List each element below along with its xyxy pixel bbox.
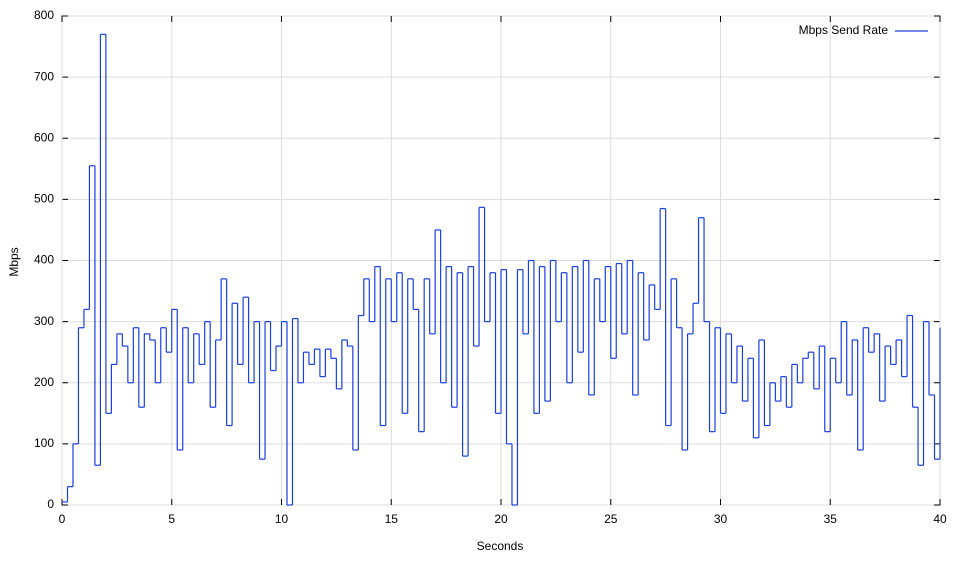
y-tick-label: 700 [34,69,54,83]
x-tick-label: 40 [933,512,947,526]
x-tick-label: 20 [494,512,508,526]
y-tick-label: 600 [34,130,54,144]
y-tick-label: 100 [34,436,54,450]
y-tick-label: 200 [34,375,54,389]
x-axis-label: Seconds [477,539,524,553]
y-tick-label: 500 [34,192,54,206]
x-tick-label: 15 [385,512,399,526]
y-tick-label: 800 [34,8,54,22]
x-tick-label: 0 [59,512,66,526]
x-tick-label: 25 [604,512,618,526]
x-tick-label: 5 [168,512,175,526]
y-tick-label: 400 [34,253,54,267]
x-tick-label: 30 [714,512,728,526]
y-tick-label: 0 [47,497,54,511]
y-axis-label: Mbps [7,247,21,276]
x-tick-label: 35 [824,512,838,526]
legend-label: Mbps Send Rate [799,23,889,37]
x-tick-label: 10 [275,512,289,526]
y-tick-label: 300 [34,314,54,328]
